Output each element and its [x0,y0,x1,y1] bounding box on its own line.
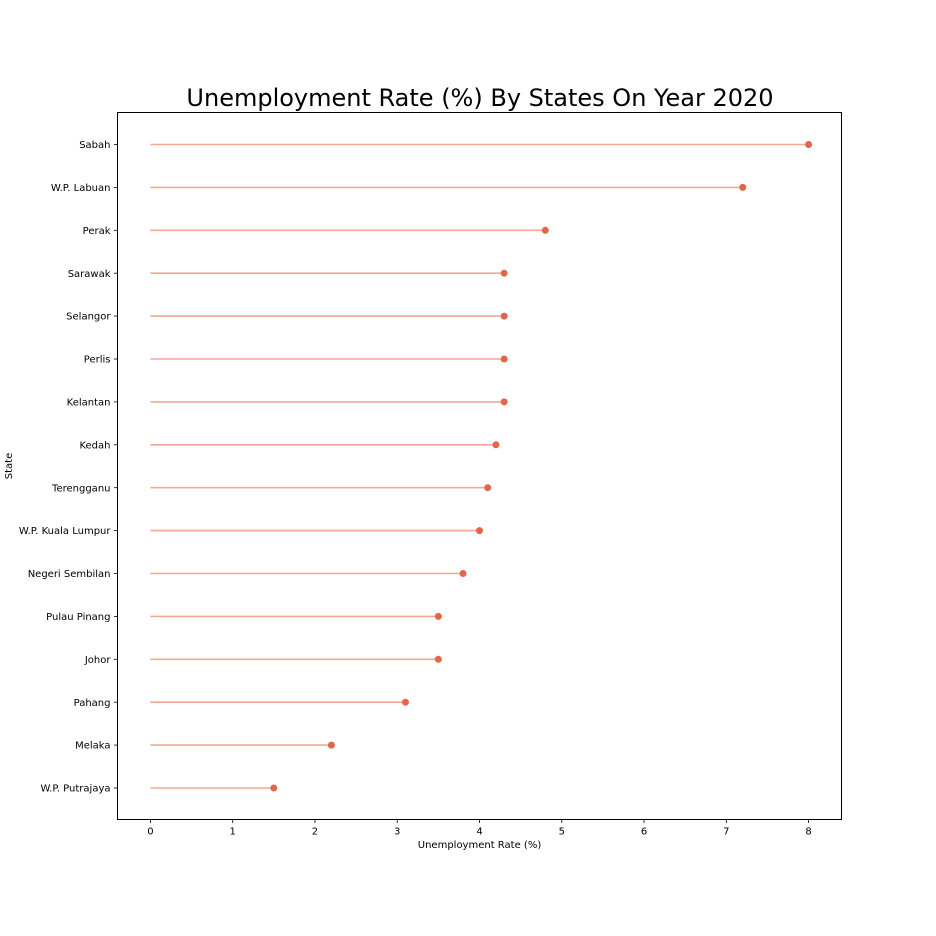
x-tick-label: 2 [312,827,318,838]
y-tick-label: Terengganu [51,483,110,494]
lollipop-marker [805,141,813,148]
x-tick-label: 7 [723,827,729,838]
lollipop-marker [327,741,335,749]
lollipop-marker [500,398,508,406]
lollipop-marker [434,655,442,663]
lollipop-marker [541,226,549,234]
x-tick-label: 1 [229,827,235,838]
lollipop-marker [500,355,508,363]
y-tick-label: Melaka [75,741,110,752]
lollipop-marker [484,484,492,492]
x-axis: 0 1 2 3 4 5 6 7 8 [147,819,812,838]
y-tick-label: Perlis [84,355,111,366]
y-axis: Sabah W.P. Labuan Perak Sarawak Selangor Perl… [19,140,118,795]
y-tick-label: W.P. Kuala Lumpur [19,526,112,537]
lollipop-marker [459,570,467,577]
chart-title: Unemployment Rate (%) By States On Year … [186,84,773,112]
lollipop-marker [492,441,500,449]
x-tick-label: 6 [641,827,647,838]
y-tick-label: Perak [83,226,111,237]
x-tick-label: 4 [476,827,482,838]
lollipop-marker [401,698,409,706]
y-tick-label: Pulau Pinang [46,612,110,623]
y-tick-label: Johor [84,655,112,666]
y-tick-label: Kelantan [67,398,111,409]
y-tick-label: W.P. Labuan [51,183,111,194]
y-tick-label: Negeri Sembilan [28,569,111,580]
y-tick-label: W.P. Putrajaya [40,784,110,795]
x-tick-label: 3 [394,827,400,838]
lollipop-marker [476,527,483,535]
lollipop-marker [434,612,442,620]
plot-area [150,141,813,792]
lollipop-marker [739,183,747,191]
y-tick-label: Sarawak [68,269,111,280]
plot-frame [117,112,842,820]
y-tick-label: Pahang [74,698,111,709]
y-tick-label: Selangor [66,312,111,323]
y-tick-label: Kedah [79,440,110,451]
x-axis-label: Unemployment Rate (%) [418,840,542,851]
y-axis-label: State [4,453,15,479]
x-tick-label: 5 [559,827,565,838]
lollipop-marker [270,784,278,792]
x-tick-label: 0 [147,827,153,838]
x-tick-label: 8 [805,827,811,838]
y-tick-label: Sabah [79,140,110,151]
lollipop-marker [500,269,508,277]
lollipop-marker [500,312,508,320]
